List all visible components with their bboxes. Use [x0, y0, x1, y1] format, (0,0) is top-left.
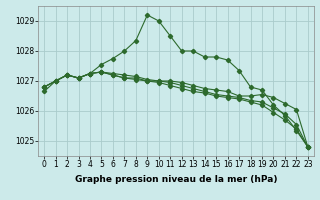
X-axis label: Graphe pression niveau de la mer (hPa): Graphe pression niveau de la mer (hPa)	[75, 175, 277, 184]
